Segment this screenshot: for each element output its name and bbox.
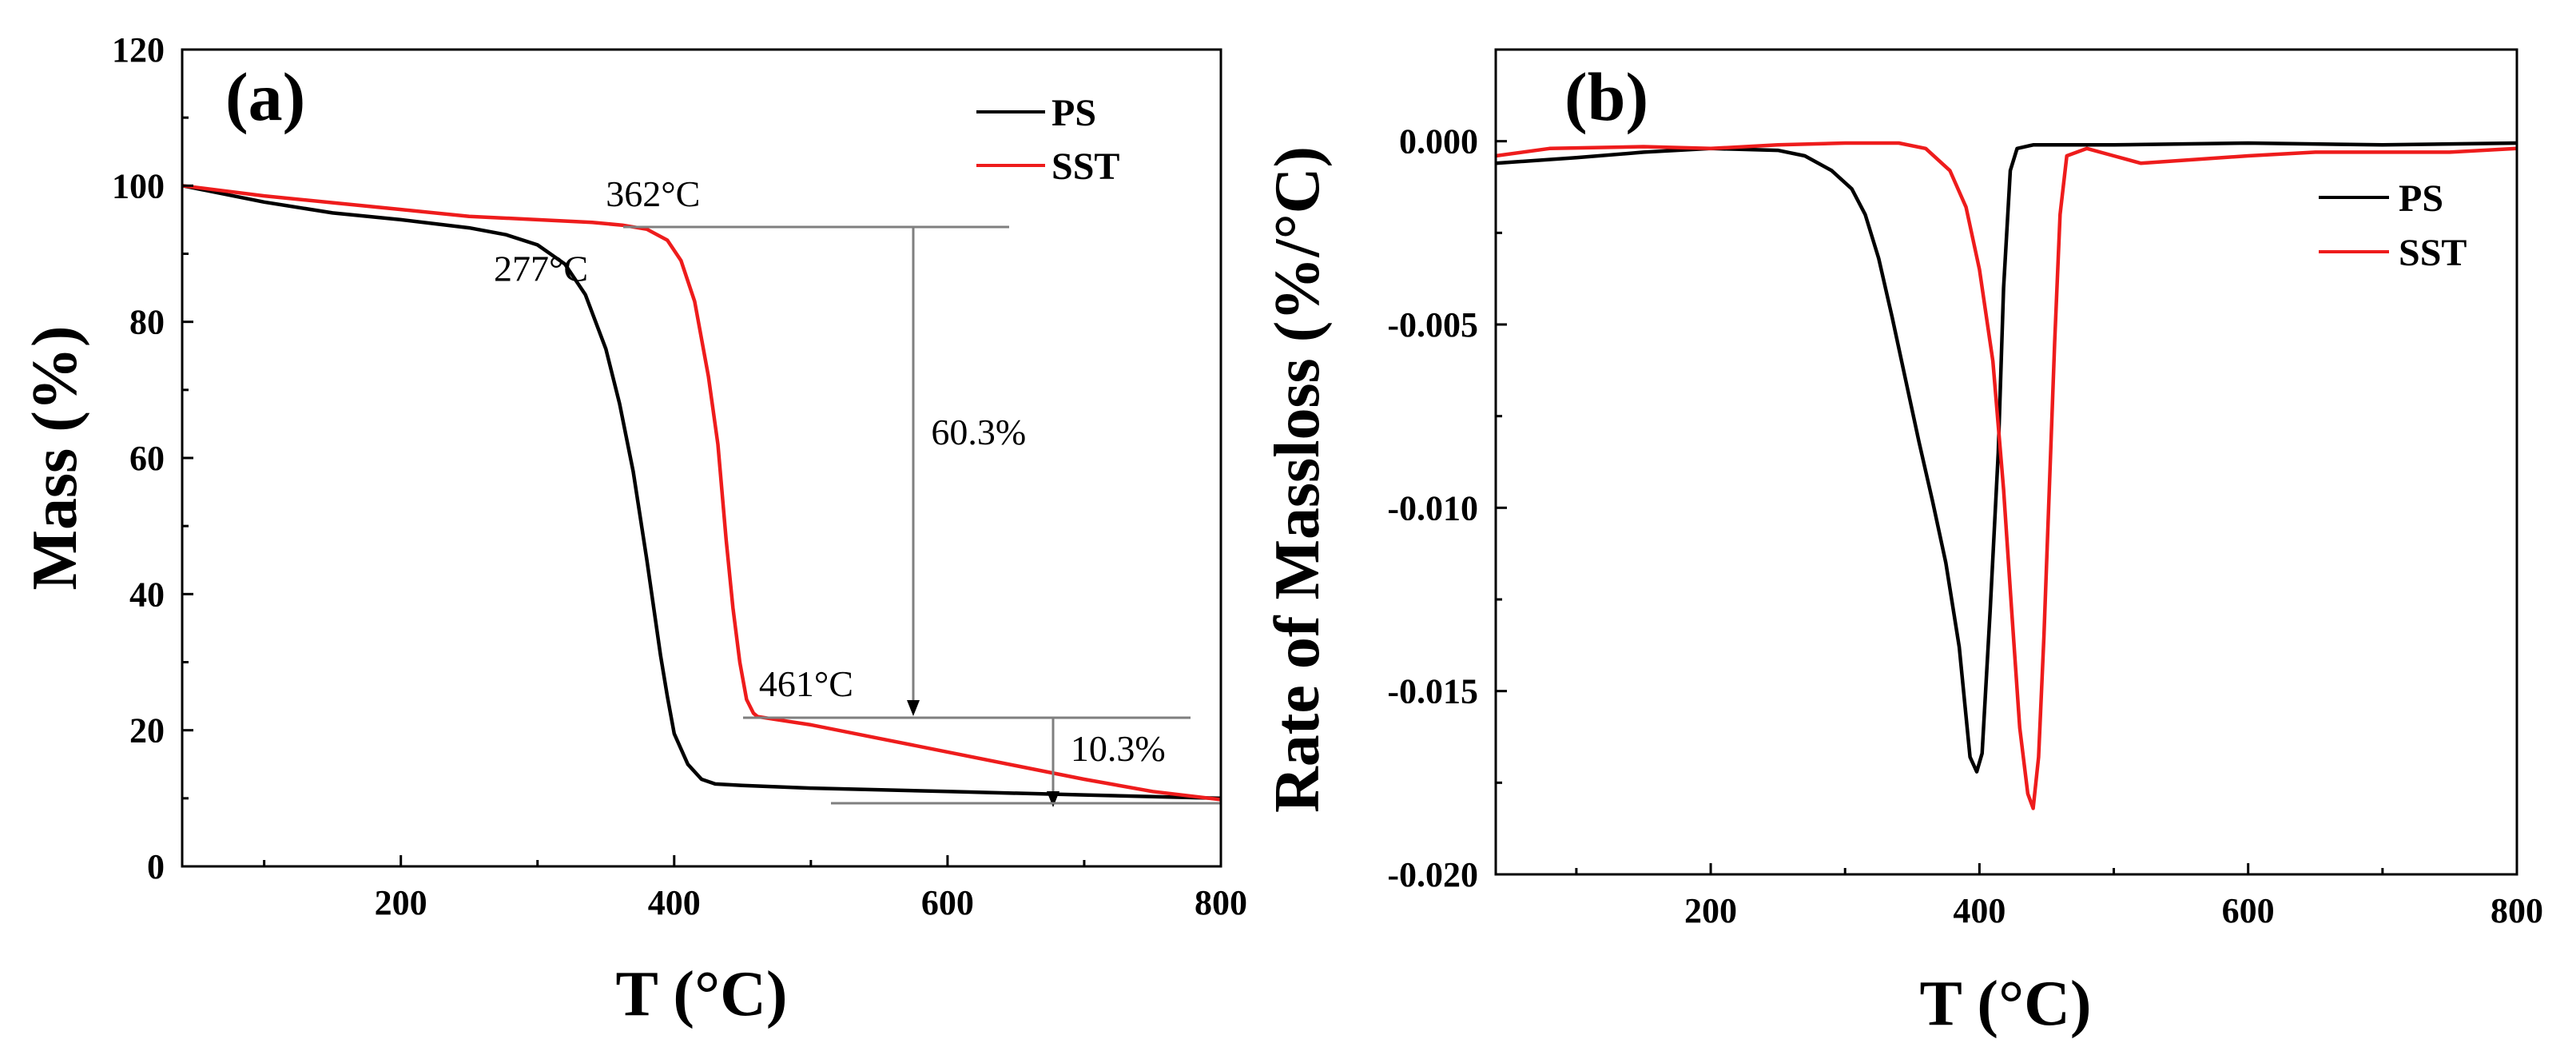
annot-arrow-10 — [1047, 791, 1059, 807]
panel-b-legend: PS SST — [2319, 177, 2467, 274]
y-tick-label: 120 — [112, 30, 165, 70]
y-tick-label: -0.020 — [1387, 855, 1478, 894]
panel-b-label: (b) — [1564, 58, 1648, 135]
x-tick-label: 600 — [2222, 891, 2275, 930]
panel-a-legend: PS SST — [976, 92, 1119, 188]
x-tick-label: 800 — [1195, 883, 1247, 922]
x-tick-label: 200 — [1684, 891, 1737, 930]
y-tick-label: 80 — [129, 303, 165, 342]
panel-b-frame — [1494, 48, 2518, 876]
legend-label-ps: PS — [1051, 92, 1096, 134]
legend-label-ps: PS — [2399, 177, 2443, 220]
y-tick-label: -0.005 — [1387, 305, 1478, 344]
panel-b-rate-chart: 200 400 600 800 0.000 -0.005 -0.010 -0.015 -0.02… — [1262, 48, 2543, 1039]
annotation-label: 461°C — [759, 663, 853, 704]
series-line-ps — [181, 184, 1222, 801]
annotation-label: 60.3% — [931, 412, 1026, 452]
y-tick-label: 0.000 — [1399, 122, 1478, 161]
y-tick-label: 40 — [129, 575, 165, 614]
legend-label-sst: SST — [2399, 232, 2467, 274]
annotation-label: 362°C — [606, 173, 700, 214]
y-tick-label: 100 — [112, 166, 165, 205]
x-tick-label: 400 — [648, 883, 701, 922]
x-tick-label: 200 — [375, 883, 427, 922]
panel-b-x-axis-label: T (°C) — [1920, 969, 2092, 1039]
y-tick-label: -0.010 — [1387, 488, 1478, 527]
y-tick-label: 60 — [129, 439, 165, 478]
series-line-ps — [1495, 141, 2518, 774]
y-tick-label: 20 — [129, 711, 165, 750]
panel-a-label: (a) — [225, 58, 305, 135]
series-line-sst — [181, 184, 1222, 802]
series-line-sst — [1495, 141, 2518, 810]
x-tick-label: 400 — [1953, 891, 2006, 930]
x-tick-label: 800 — [2491, 891, 2543, 930]
panel-a-annotation-lines — [623, 225, 1221, 807]
y-tick-label: 0 — [147, 847, 165, 886]
legend-label-sst: SST — [1051, 145, 1119, 188]
annot-arrow-60 — [907, 700, 920, 716]
annotation-label: 277°C — [494, 249, 588, 289]
panel-a-mass-chart: 362°C 277°C 461°C 60.3% 10.3% 200 400 600 800 0 2… — [20, 30, 1247, 1029]
panel-a-y-axis-label: Mass (%) — [20, 325, 90, 590]
y-tick-label: -0.015 — [1387, 672, 1478, 711]
x-tick-label: 600 — [921, 883, 974, 922]
annotation-label: 10.3% — [1071, 728, 1166, 769]
panel-b-y-axis-label: Rate of Massloss (%/°C) — [1262, 146, 1333, 813]
panel-a-x-axis-label: T (°C) — [616, 959, 788, 1029]
